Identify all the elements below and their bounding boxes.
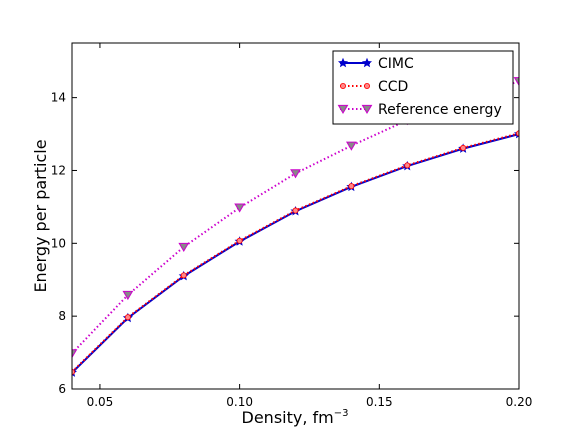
legend-label: CCD — [378, 79, 408, 95]
y-tick-label: 6 — [58, 382, 66, 396]
data-point — [460, 144, 467, 151]
data-point — [122, 290, 134, 301]
legend-label: Reference energy — [378, 102, 502, 118]
x-tick-label: 0.10 — [226, 395, 253, 409]
y-axis-label: Energy per particle — [31, 139, 50, 292]
data-point — [234, 203, 245, 213]
legend-marker — [363, 83, 370, 90]
legend-marker — [361, 104, 373, 115]
y-tick-label: 10 — [51, 236, 66, 250]
plot-frame — [71, 42, 520, 390]
legend-marker — [337, 57, 349, 68]
legend: CIMC CCD Reference energy — [332, 50, 514, 125]
data-point — [346, 141, 357, 151]
data-point — [72, 349, 78, 359]
x-axis-label: Density, fm−3 — [242, 408, 349, 427]
series-ccd — [72, 130, 519, 375]
y-tick-label: 14 — [51, 91, 66, 105]
legend-marker — [339, 83, 346, 90]
data-point — [516, 130, 519, 137]
data-point — [178, 242, 190, 252]
data-point — [292, 207, 299, 214]
legend-label: CIMC — [378, 56, 414, 72]
data-point — [404, 162, 411, 169]
data-point — [290, 169, 301, 179]
x-tick-label: 0.05 — [87, 395, 114, 409]
data-point — [236, 237, 243, 244]
legend-items: CIMC CCD Reference energy — [337, 56, 502, 118]
data-point — [124, 314, 131, 321]
legend-entry: CIMC — [337, 56, 414, 72]
x-tick-label: 0.20 — [506, 395, 533, 409]
legend-entry: Reference energy — [337, 102, 502, 118]
x-tick-label: 0.15 — [366, 395, 393, 409]
data-point — [180, 272, 187, 279]
y-tick-label: 12 — [51, 163, 66, 177]
data-point — [348, 183, 355, 190]
y-tick-label: 8 — [58, 309, 66, 323]
series-layer — [72, 77, 519, 377]
legend-marker — [361, 57, 373, 68]
legend-entry: CCD — [339, 79, 408, 95]
data-point — [513, 77, 519, 87]
axis-ticks: 0.05 0.10 0.15 0.20 6 8 10 12 14 — [51, 43, 533, 409]
legend-marker — [337, 104, 349, 115]
